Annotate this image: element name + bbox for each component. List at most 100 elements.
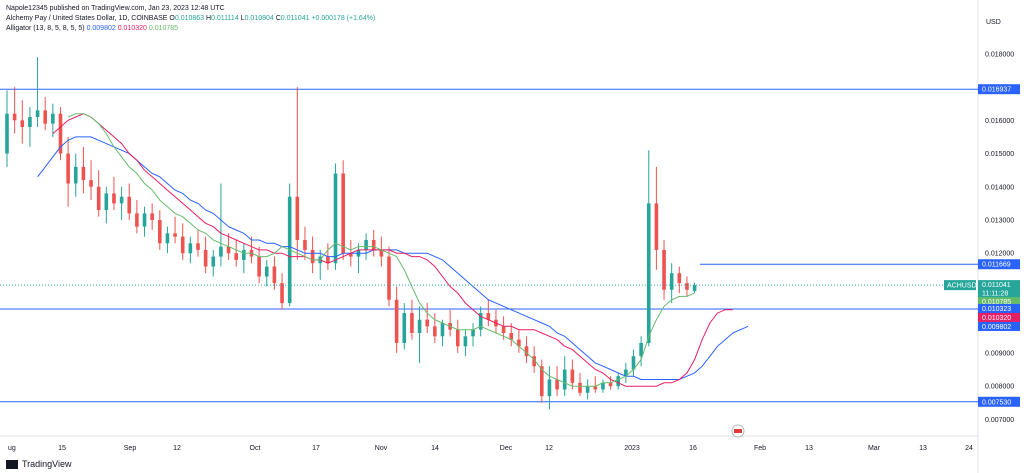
candle-body bbox=[509, 332, 514, 340]
y-tick-label: 0.018000 bbox=[985, 51, 1014, 58]
candle-body bbox=[51, 113, 55, 124]
candle-body bbox=[547, 379, 552, 397]
candle-body bbox=[349, 253, 353, 257]
alligator-jaw-line bbox=[37, 136, 749, 380]
chart-header: Napole12345 published on TradingView.com… bbox=[6, 4, 375, 34]
candle-body bbox=[562, 369, 567, 390]
price-badge bbox=[978, 280, 1020, 299]
candle-body bbox=[112, 193, 116, 204]
candle-body bbox=[685, 283, 689, 290]
candle-body bbox=[165, 233, 170, 244]
candle-body bbox=[677, 273, 682, 284]
price-badge-label: 0.009802 bbox=[982, 324, 1011, 331]
alligator-legend[interactable]: Alligator (13, 8, 5, 8, 5, 5) 0.009802 0… bbox=[6, 24, 375, 34]
ohlc-line: Alchemy Pay / United States Dollar, 1D, … bbox=[6, 14, 375, 24]
candle-body bbox=[326, 256, 330, 264]
candle-body bbox=[280, 283, 284, 304]
candle-body bbox=[226, 246, 231, 254]
candle-body bbox=[440, 323, 445, 337]
ohlc-open: 0.010863 bbox=[174, 15, 205, 22]
candle-body bbox=[463, 336, 468, 347]
candle-body bbox=[257, 256, 261, 277]
candle-body bbox=[203, 249, 208, 267]
candle-body bbox=[593, 386, 598, 390]
symbol-tag bbox=[944, 280, 976, 291]
alligator-teeth-value: 0.010320 bbox=[117, 25, 147, 32]
x-tick-label: 16 bbox=[689, 445, 697, 452]
footer-brand[interactable]: TradingView bbox=[6, 459, 72, 469]
candle-body bbox=[517, 339, 521, 347]
candle-body bbox=[662, 249, 666, 290]
y-tick-label: 0.012000 bbox=[985, 251, 1014, 258]
horizontal-level-label: 0.007530 bbox=[982, 399, 1011, 406]
candle-body bbox=[188, 243, 193, 254]
candle-body bbox=[180, 236, 185, 254]
candle-body bbox=[211, 256, 216, 267]
x-tick-label: 13 bbox=[919, 445, 927, 452]
x-tick-label: ug bbox=[8, 445, 16, 452]
x-tick-label: Feb bbox=[754, 445, 766, 452]
horizontal-level-badge bbox=[978, 84, 1020, 95]
candle-body bbox=[81, 166, 86, 181]
alligator-teeth-line bbox=[52, 113, 733, 387]
candle-body bbox=[608, 382, 613, 387]
x-tick-label: 12 bbox=[545, 445, 553, 452]
candle-body bbox=[646, 203, 651, 343]
candle-body bbox=[295, 196, 300, 240]
x-tick-label: 2023 bbox=[624, 445, 640, 452]
candle-body bbox=[12, 113, 17, 121]
candle-body bbox=[524, 346, 529, 357]
horizontal-level-badge bbox=[978, 259, 1020, 270]
y-tick-label: 0.016000 bbox=[985, 118, 1014, 125]
candle-body bbox=[364, 239, 368, 250]
earnings-flag-icon bbox=[734, 429, 742, 433]
x-tick-label: 17 bbox=[312, 445, 320, 452]
candle-body bbox=[570, 369, 575, 383]
ohlc-high-label: H bbox=[206, 15, 212, 22]
currency-label: USD bbox=[986, 19, 1001, 26]
horizontal-level-label: 0.011669 bbox=[982, 262, 1011, 269]
candle-body bbox=[158, 220, 162, 244]
y-tick-label: 0.008000 bbox=[985, 384, 1014, 391]
horizontal-level-label: 0.016937 bbox=[982, 87, 1011, 94]
price-badge bbox=[978, 321, 1020, 331]
ohlc-high: 0.011114 bbox=[211, 15, 239, 22]
candle-body bbox=[96, 186, 101, 211]
publish-info: Napole12345 published on TradingView.com… bbox=[6, 5, 225, 12]
x-tick-label: 15 bbox=[58, 445, 66, 452]
candle-body bbox=[242, 249, 246, 260]
candle-body bbox=[310, 249, 315, 264]
candle-body bbox=[631, 356, 636, 370]
y-tick-label: 0.009000 bbox=[985, 350, 1014, 357]
candle-body bbox=[471, 329, 475, 337]
candle-body bbox=[532, 356, 536, 367]
price-badge-label: 0.011041 bbox=[982, 282, 1011, 289]
x-tick-label: 12 bbox=[173, 445, 181, 452]
x-tick-label: Oct bbox=[250, 445, 261, 452]
candle-body bbox=[692, 285, 697, 292]
tradingview-logo-icon bbox=[6, 459, 18, 469]
candle-body bbox=[616, 376, 620, 387]
horizontal-level-badge bbox=[978, 396, 1020, 407]
candle-body bbox=[578, 382, 582, 393]
ohlc-close: 0.011041 bbox=[280, 15, 310, 22]
candle-body bbox=[272, 266, 277, 284]
ohlc-close-label: C bbox=[275, 15, 281, 22]
candle-body bbox=[555, 379, 559, 390]
candle-body bbox=[303, 239, 307, 250]
x-tick-label: Sep bbox=[124, 445, 137, 452]
candle-body bbox=[173, 233, 177, 237]
ohlc-low-label: L bbox=[240, 15, 245, 22]
candle-body bbox=[127, 196, 132, 214]
candle-body bbox=[540, 366, 544, 397]
candle-body bbox=[379, 249, 384, 257]
candle-body bbox=[394, 299, 399, 343]
candle-body bbox=[58, 113, 63, 154]
alligator-label: Alligator (13, 8, 5, 8, 5, 5) bbox=[6, 25, 85, 32]
candle-body bbox=[669, 273, 674, 290]
price-badge-label: 0.010785 bbox=[982, 299, 1011, 306]
candle-body bbox=[371, 239, 376, 250]
x-tick-label: Dec bbox=[500, 445, 513, 452]
candle-body bbox=[433, 326, 437, 337]
